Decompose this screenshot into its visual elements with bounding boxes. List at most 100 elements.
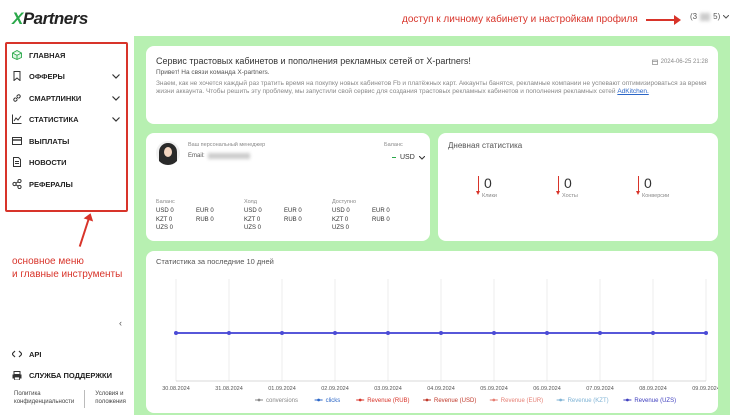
top-bar: XPartners доступ к личному кабинету и на… (0, 0, 730, 36)
stat-value: 0 (484, 175, 492, 191)
arrow-down-icon (476, 176, 480, 195)
welcome-greeting: Привет! На связи команда X-partners. (156, 69, 270, 76)
calendar-icon (651, 59, 658, 65)
sidebar-item-4[interactable]: ВЫПЛАТЫ (12, 134, 120, 148)
sidebar-item-support[interactable]: СЛУЖБА ПОДДЕРЖКИ (12, 368, 120, 382)
data-point (704, 331, 708, 335)
legend-marker (425, 398, 429, 402)
x-tick-label: 05.09.2024 (480, 386, 508, 392)
collapse-sidebar-icon[interactable]: ‹ (119, 318, 122, 328)
balance-row: UZS 0 (156, 224, 236, 233)
legend-label[interactable]: Revenue (USD) (434, 398, 476, 404)
balance-row: KZT 0 RUB 0 (156, 216, 236, 225)
balance-value: USD 0 (156, 208, 174, 214)
x-tick-label: 04.09.2024 (427, 386, 455, 392)
sidebar-item-2[interactable]: СМАРТЛИНКИ (12, 91, 120, 105)
chevron-down-icon (723, 14, 730, 19)
sidebar-item-3[interactable]: СТАТИСТИКА (12, 112, 120, 126)
balance-row: USD 0 EUR 0 (332, 207, 412, 216)
arrow-down-icon (556, 176, 560, 195)
logo[interactable]: XPartners (12, 9, 88, 28)
link-icon (12, 93, 22, 103)
currency-select[interactable]: USD (392, 154, 425, 161)
data-point (439, 331, 443, 335)
sidebar-item-label: ГЛАВНАЯ (29, 50, 66, 60)
balance-column: Холд USD 0 EUR 0 KZT 0 RUB 0 UZS 0 (244, 199, 328, 233)
main-content: Сервис трастовых кабинетов и пополнения … (134, 36, 730, 415)
legend-marker (257, 398, 261, 402)
adkitchen-link[interactable]: AdKitchen. (617, 88, 649, 95)
footer-links: Политика конфиденциальности Условия и поло… (14, 390, 126, 408)
legend-label[interactable]: clicks (326, 398, 341, 404)
balance-value: RUB 0 (372, 216, 390, 223)
balance-column-header: Баланс (156, 199, 175, 205)
legend-label[interactable]: conversions (266, 398, 298, 404)
stat-caption: Клики (482, 193, 497, 199)
sidebar-item-5[interactable]: НОВОСТИ (12, 155, 120, 169)
annotation-menu: основное меню и главные инструменты (12, 256, 123, 280)
x-tick-label: 03.09.2024 (374, 386, 402, 392)
balance-row: UZS 0 (332, 224, 412, 233)
document-icon (12, 157, 22, 167)
balance-value: EUR 0 (196, 208, 214, 214)
line-chart: 30.08.2024 31.08.2024 01.09.2024 02.09.2024… (162, 279, 718, 404)
manager-label: Ваш персональный менеджер (188, 142, 266, 148)
balance-column: Доступно USD 0 EUR 0 KZT 0 RUB 0 UZS 0 (332, 199, 416, 233)
chart-title: Статистика за последние 10 дней (156, 257, 274, 266)
privacy-link[interactable]: Политика конфиденциальности (14, 391, 75, 405)
balance-value: KZT 0 (244, 216, 261, 223)
balance-value: RUB 0 (196, 216, 214, 223)
date-stamp: 2024-06-25 21:28 (651, 59, 708, 65)
stat-value: 0 (564, 175, 572, 191)
chart-card: Статистика за последние 10 дней 30.08.20… (146, 251, 718, 413)
annotation-box (5, 42, 128, 212)
profile-menu[interactable]: (3 5) (690, 12, 730, 21)
balance-value: UZS 0 (156, 225, 174, 231)
balance-value: EUR 0 (372, 208, 390, 214)
x-tick-label: 01.09.2024 (268, 386, 296, 392)
legend-label[interactable]: Revenue (EUR) (501, 398, 543, 404)
annotation-profile: доступ к личному кабинету и настройкам п… (402, 14, 638, 25)
x-tick-label: 09.09.2024 (692, 386, 718, 392)
welcome-body: Знаем, как не хочется каждый раз тратить… (156, 80, 707, 95)
x-tick-label: 31.08.2024 (215, 386, 243, 392)
welcome-card: Сервис трастовых кабинетов и пополнения … (146, 46, 718, 124)
cube-icon (12, 50, 22, 60)
balance-value: RUB 0 (284, 216, 302, 223)
balance-value: USD 0 (244, 208, 262, 214)
data-point (333, 331, 337, 335)
sidebar (0, 36, 134, 415)
annotation-arrow-right (646, 15, 681, 25)
balance-value: USD 0 (332, 208, 350, 214)
welcome-title: Сервис трастовых кабинетов и пополнения … (156, 56, 471, 66)
legend-label[interactable]: Revenue (RUB) (367, 398, 409, 404)
data-point (386, 331, 390, 335)
sidebar-item-api[interactable]: API (12, 347, 120, 361)
sidebar-item-6[interactable]: РЕФЕРАЛЫ (12, 177, 120, 191)
balance-row: KZT 0 RUB 0 (244, 216, 324, 225)
code-icon (12, 349, 22, 359)
x-tick-label: 06.09.2024 (533, 386, 561, 392)
x-tick-label: 08.09.2024 (639, 386, 667, 392)
divider (84, 390, 86, 408)
sidebar-item-1[interactable]: ОФФЕРЫ (12, 69, 120, 83)
avatar (156, 141, 180, 165)
data-point (174, 331, 178, 335)
legend-label[interactable]: Revenue (UZS) (634, 398, 676, 404)
redacted-email (207, 153, 250, 159)
daily-title: Дневная статистика (448, 141, 523, 150)
legend-label[interactable]: Revenue (KZT) (568, 398, 609, 404)
printer-icon (12, 370, 22, 380)
line-chart-icon (12, 114, 22, 124)
chevron-down-icon (418, 155, 425, 160)
redacted-text (700, 12, 711, 21)
arrow-down-icon (636, 176, 640, 195)
chevron-down-icon (112, 94, 120, 103)
balance-value: UZS 0 (244, 225, 262, 231)
terms-link[interactable]: Условия и положения (95, 391, 126, 405)
balance-row: KZT 0 RUB 0 (332, 216, 412, 225)
sidebar-item-0[interactable]: ГЛАВНАЯ (12, 48, 120, 62)
balance-value: UZS 0 (332, 225, 350, 231)
sidebar-item-label: СМАРТЛИНКИ (29, 93, 82, 103)
data-point (651, 331, 655, 335)
